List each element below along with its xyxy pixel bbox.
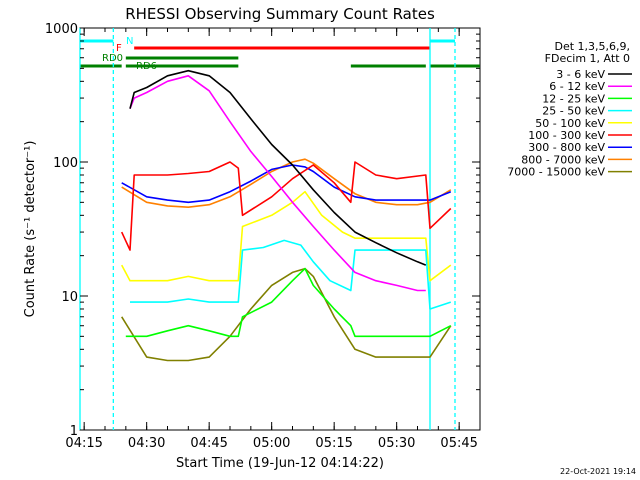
y-tick-label-3: 1000 <box>45 22 78 37</box>
series-line-25-50-kev <box>130 239 452 310</box>
flag-f: F <box>116 43 430 54</box>
series-line-6-12-kev <box>129 75 426 292</box>
series-line-7000-15000-kev <box>121 267 452 362</box>
flag-rd6: RD6 <box>125 56 239 72</box>
series-line-100-300-kev <box>120 161 452 251</box>
series-line-3-6-kev <box>129 69 427 266</box>
legend-label-3: 25 - 50 keV <box>542 105 605 118</box>
x-tick-label-3: 05:00 <box>253 436 290 451</box>
series-line-300-800-kev <box>121 164 452 204</box>
flag-rd0: RD0 <box>80 53 480 68</box>
plot-frame <box>79 27 481 431</box>
x-tick-label-5: 05:30 <box>378 436 415 451</box>
footer-timestamp: 22-Oct-2021 19:14 <box>560 467 636 476</box>
axes: 04:15 04:30 04:45 05:00 05:15 05:30 05:45 1 10 10… <box>45 22 481 451</box>
y-tick-label-0: 1 <box>70 424 78 439</box>
x-axis-label: Start Time (19-Jun-12 04:14:22) <box>176 456 384 471</box>
x-tick-label-4: 05:15 <box>315 436 352 451</box>
y-tick-label-1: 10 <box>61 290 78 305</box>
x-tick-label-6: 05:45 <box>440 436 477 451</box>
legend-label-8: 7000 - 15000 keV <box>507 166 605 179</box>
x-tick-label-2: 04:45 <box>190 436 227 451</box>
legend-label-2: 12 - 25 keV <box>542 92 605 105</box>
legend-label-5: 100 - 300 keV <box>528 129 605 142</box>
flag-label-f: F <box>116 43 122 54</box>
legend-label-6: 300 - 800 keV <box>528 141 605 154</box>
legend-label-1: 6 - 12 keV <box>549 80 605 93</box>
series-line-800-7000-kev <box>121 158 452 208</box>
legend-header-1: FDecim 1, Att 0 <box>545 52 630 65</box>
legend-label-0: 3 - 6 keV <box>556 68 605 81</box>
series-line-12-25-kev <box>125 267 452 338</box>
series-lines <box>120 69 452 362</box>
y-axis-label: Count Rate (s⁻¹ detector⁻¹) <box>23 141 38 318</box>
legend-header-0: Det 1,3,5,6,9, <box>554 40 630 53</box>
x-tick-label-0: 04:15 <box>65 436 102 451</box>
flag-label-rd0: RD0 <box>102 53 123 64</box>
y-tick-label-2: 100 <box>53 156 78 171</box>
flag-n: N <box>80 36 455 47</box>
flag-label-n: N <box>126 36 133 47</box>
attenuator-vlines <box>79 28 456 430</box>
legend-label-4: 50 - 100 keV <box>535 117 605 130</box>
chart-title: RHESSI Observing Summary Count Rates <box>125 5 435 23</box>
x-tick-label-1: 04:30 <box>128 436 165 451</box>
legend: Det 1,3,5,6,9,FDecim 1, Att 0 3 - 6 keV6 … <box>507 40 632 179</box>
flag-label-rd6: RD6 <box>136 61 157 72</box>
legend-label-7: 800 - 7000 keV <box>521 153 605 166</box>
